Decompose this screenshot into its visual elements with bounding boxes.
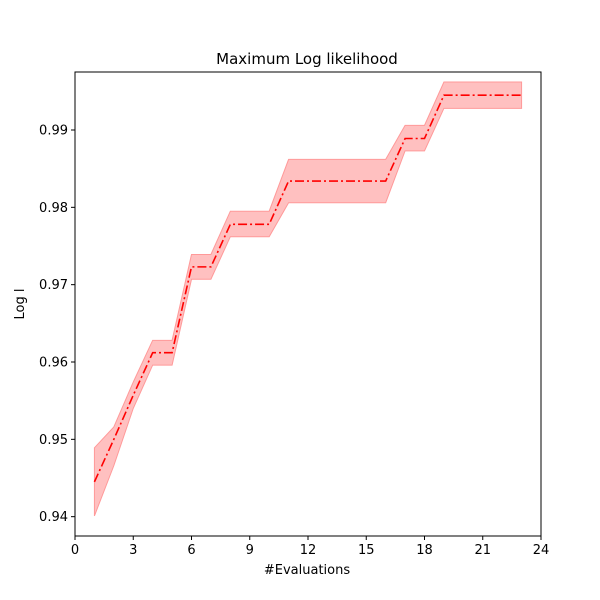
- y-tick-label: 0.94: [39, 510, 68, 525]
- y-axis-title: Log l: [13, 289, 28, 320]
- x-tick-label: 3: [129, 543, 137, 558]
- x-tick-label: 0: [71, 543, 79, 558]
- y-tick-label: 0.96: [39, 356, 68, 371]
- x-tick-label: 9: [246, 543, 254, 558]
- x-axis: 0 3 6 9 12 15 18 21 24: [71, 536, 549, 558]
- y-tick-label: 0.99: [39, 124, 68, 139]
- mean-line: [93, 94, 522, 483]
- confidence-band: [93, 81, 523, 517]
- x-tick-label: 24: [533, 543, 550, 558]
- y-tick-label: 0.97: [39, 278, 68, 293]
- x-tick-label: 18: [416, 543, 433, 558]
- x-tick-label: 12: [300, 543, 317, 558]
- x-axis-title: #Evaluations: [264, 563, 350, 578]
- y-axis: 0.94 0.95 0.96 0.97 0.98 0.99: [39, 124, 75, 525]
- x-tick-label: 15: [358, 543, 375, 558]
- y-tick-label: 0.95: [39, 433, 68, 448]
- chart-title: Maximum Log likelihood: [216, 50, 398, 68]
- x-tick-label: 21: [474, 543, 491, 558]
- y-tick-label: 0.98: [39, 201, 68, 216]
- x-tick-label: 6: [187, 543, 195, 558]
- plot-area: [93, 81, 523, 517]
